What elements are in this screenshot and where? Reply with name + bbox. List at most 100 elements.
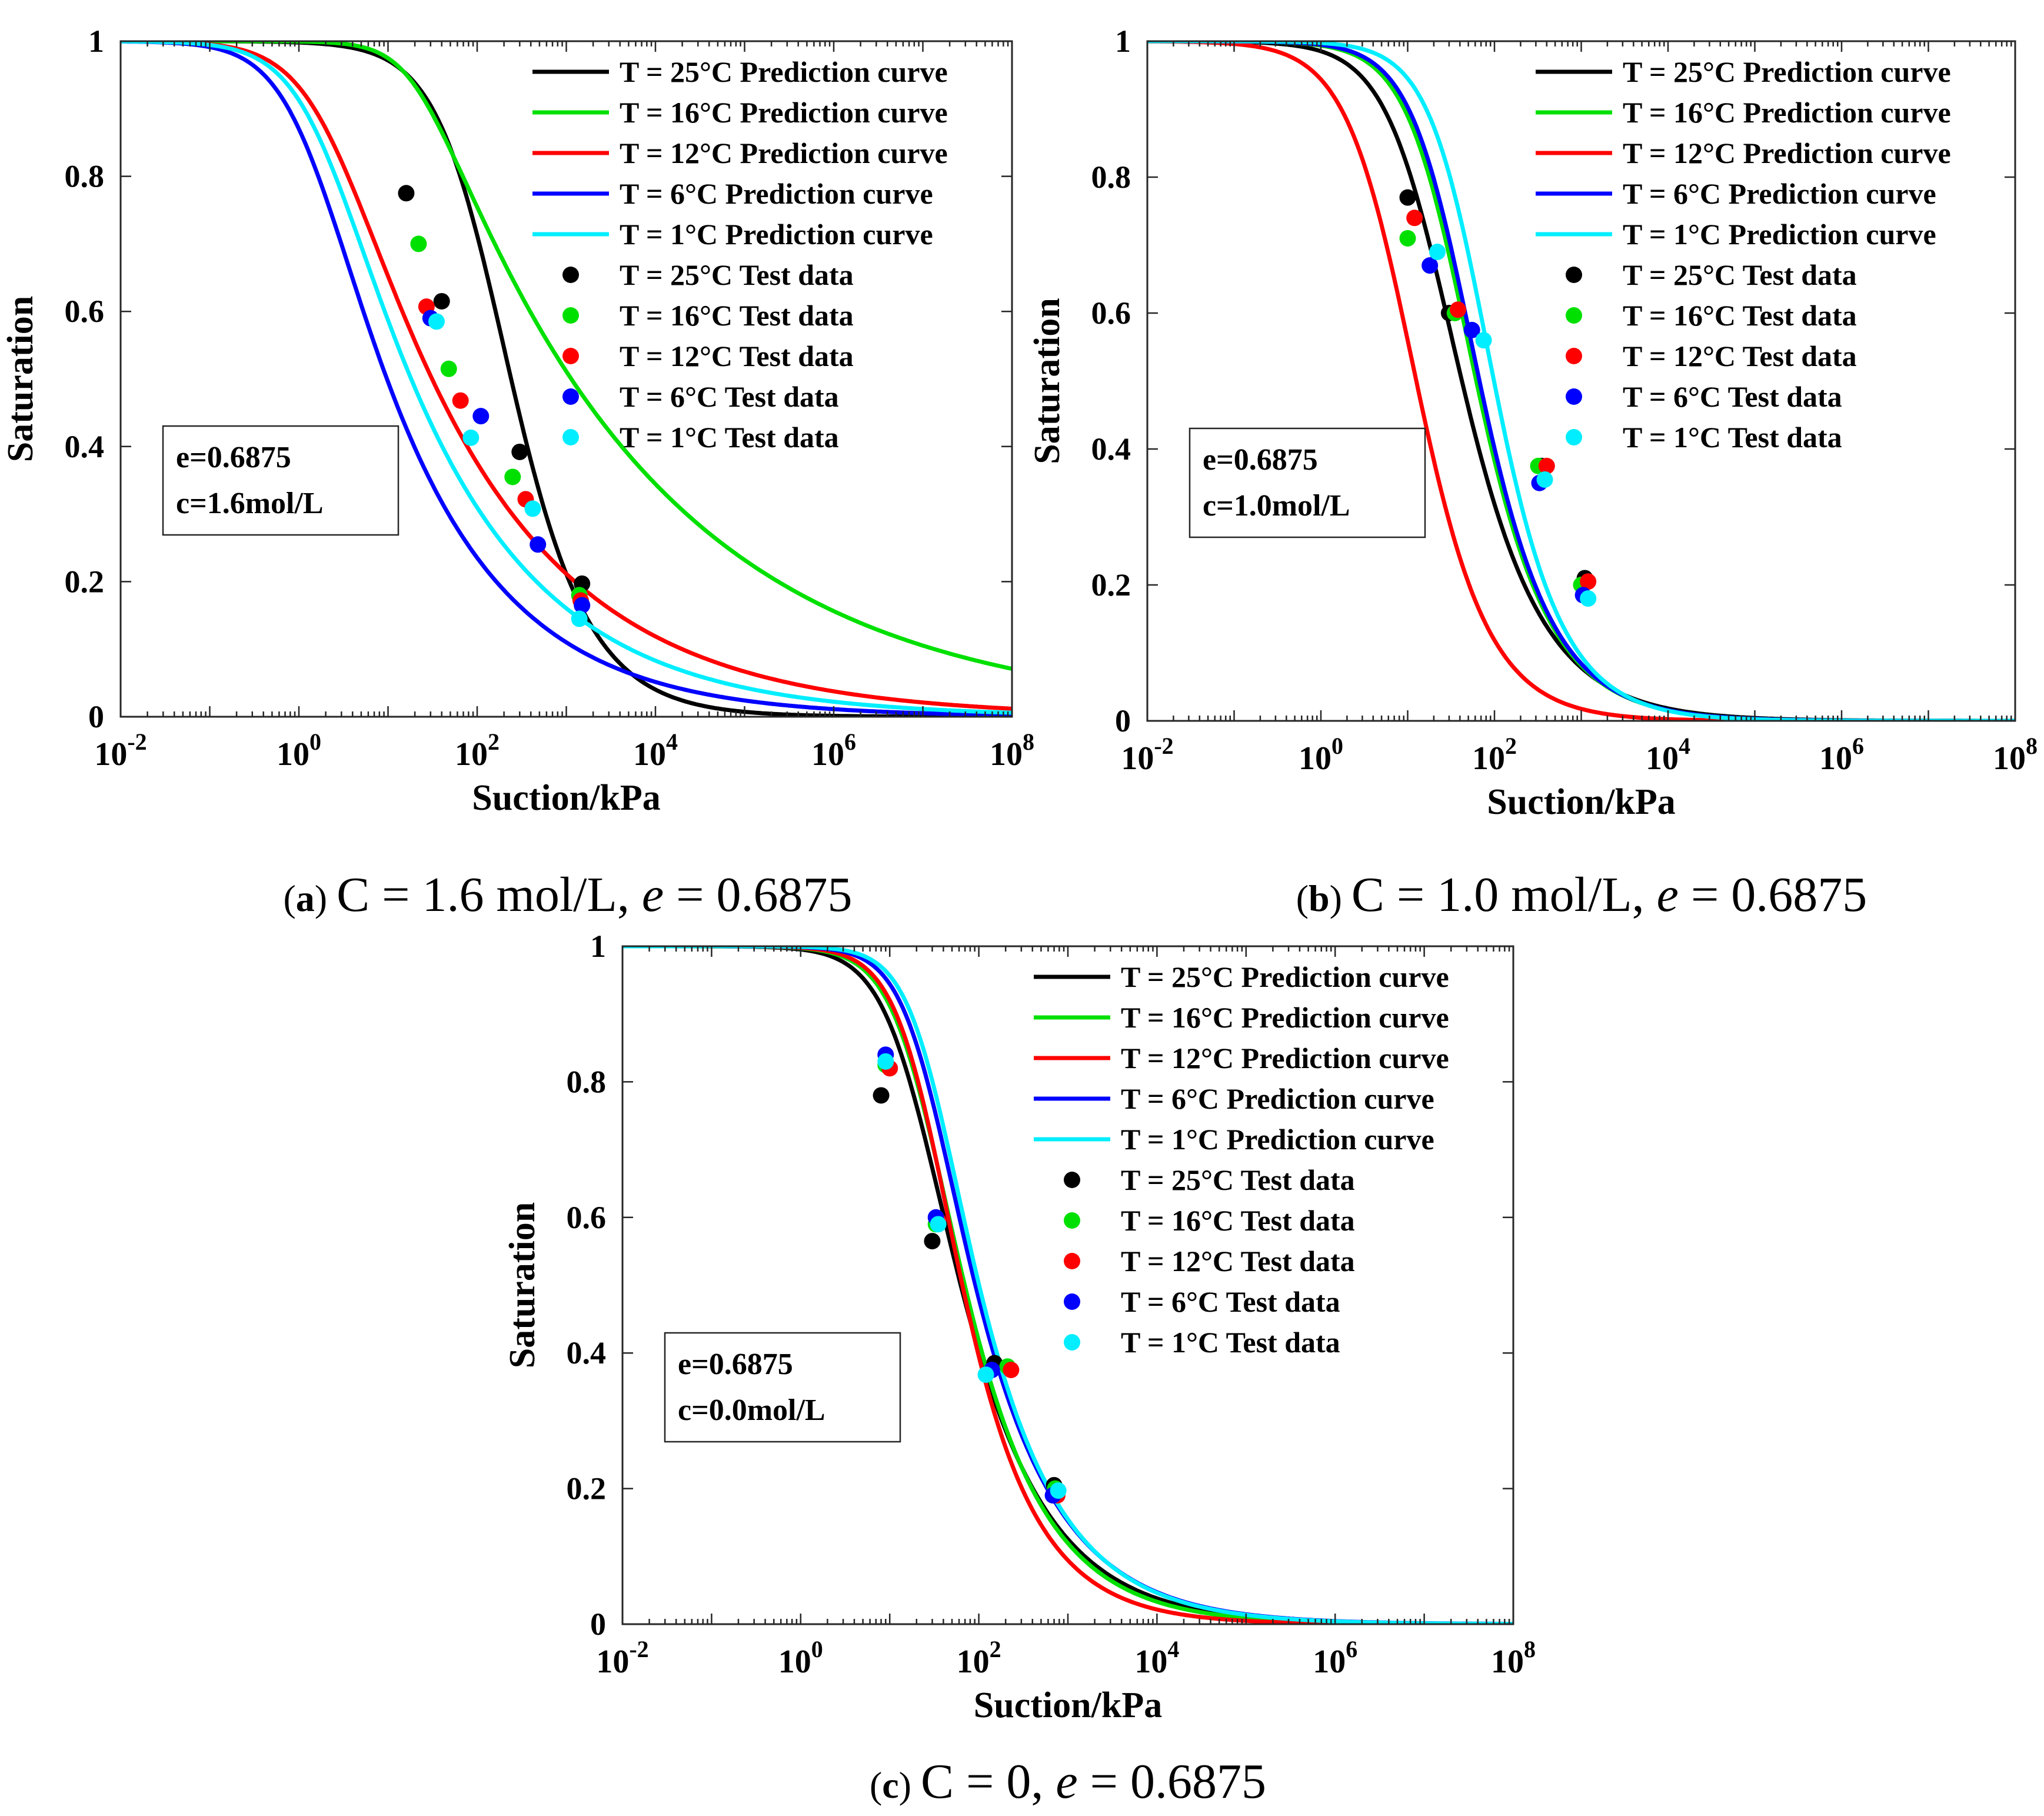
y-axis-title: Saturation — [502, 1202, 542, 1368]
y-tick-label: 0.6 — [65, 294, 105, 329]
legend: T = 25°C Prediction curve T = 16°C Predic… — [532, 55, 948, 454]
data-point-2-2 — [1003, 1362, 1020, 1378]
legend-label: T = 6°C Prediction curve — [1623, 177, 1936, 210]
legend-label: T = 6°C Prediction curve — [620, 177, 933, 210]
legend-marker-swatch — [1064, 1293, 1080, 1310]
data-point-0-0 — [873, 1087, 890, 1104]
legend-label: T = 16°C Test data — [1623, 299, 1857, 332]
y-tick-label: 1 — [88, 24, 104, 59]
y-tick-label: 0.2 — [65, 564, 105, 599]
legend-marker-swatch — [1064, 1334, 1080, 1351]
legend-label: T = 25°C Prediction curve — [620, 55, 948, 88]
legend: T = 25°C Prediction curve T = 16°C Predic… — [1034, 960, 1449, 1359]
data-point-3-1 — [1463, 321, 1480, 338]
data-point-2-3 — [1580, 573, 1597, 590]
panel-caption: (b) C = 1.0 mol/L, e = 0.6875 — [1296, 867, 1867, 922]
y-tick-label: 0.6 — [567, 1200, 607, 1235]
chart-panel-a: 10-2 100 102 104 106 108 0 0.2 0.4 0.6 0.8 1 Suction… — [1, 24, 1034, 922]
x-tick-label: 108 — [1491, 1636, 1536, 1680]
legend-marker-swatch — [1566, 388, 1582, 405]
x-tick-label: 100 — [277, 729, 321, 773]
data-point-1-0 — [410, 235, 427, 252]
y-tick-label: 0.8 — [65, 159, 105, 194]
x-axis-title: Suction/kPa — [974, 1685, 1162, 1725]
parameter-annotation: e=0.6875 c=1.0mol/L — [1189, 427, 1426, 538]
x-tick-label: 108 — [990, 729, 1034, 773]
data-point-0-2 — [511, 443, 528, 460]
y-axis-title: Saturation — [1027, 298, 1067, 464]
x-tick-label: 102 — [455, 729, 500, 773]
annotation-box — [162, 425, 400, 536]
data-point-3-2 — [530, 536, 547, 553]
series-line-2 — [121, 41, 1012, 711]
data-point-3-1 — [472, 408, 490, 425]
panel-caption: (c) C = 0, e = 0.6875 — [870, 1754, 1266, 1809]
annotation-box — [1189, 427, 1426, 538]
legend-marker-swatch — [562, 307, 579, 324]
x-axis-title: Suction/kPa — [472, 778, 660, 818]
legend-marker-swatch — [1064, 1172, 1080, 1188]
legend-label: T = 12°C Test data — [1623, 340, 1857, 372]
legend: T = 25°C Prediction curve T = 16°C Predic… — [1536, 55, 1951, 454]
data-point-4-1 — [1475, 332, 1492, 349]
x-tick-label: 104 — [633, 729, 678, 773]
legend-marker-swatch — [562, 348, 579, 364]
x-tick-label: 102 — [1472, 733, 1517, 777]
y-tick-label: 0 — [88, 699, 104, 734]
y-tick-label: 1 — [1115, 24, 1131, 59]
y-tick-label: 0 — [590, 1607, 606, 1642]
y-axis-title: Saturation — [1, 296, 41, 462]
y-tick-label: 0.4 — [65, 429, 105, 464]
panel-caption: (a) C = 1.6 mol/L, e = 0.6875 — [283, 867, 852, 922]
test-data-points — [873, 1046, 1067, 1504]
legend-label: T = 16°C Prediction curve — [1121, 1001, 1449, 1034]
legend-label: T = 16°C Test data — [620, 299, 854, 332]
legend-label: T = 1°C Prediction curve — [620, 218, 933, 251]
x-tick-label: 104 — [1646, 733, 1690, 777]
x-tick-label: 106 — [1313, 1636, 1357, 1680]
x-tick-label: 10-2 — [596, 1636, 648, 1680]
legend-label: T = 12°C Test data — [1121, 1245, 1355, 1278]
legend-label: T = 25°C Prediction curve — [1121, 960, 1449, 993]
y-tick-label: 0.2 — [1091, 567, 1131, 603]
x-ticks — [119, 41, 1013, 717]
y-tick-label: 0.6 — [1091, 295, 1131, 331]
annotation-line: e=0.6875 — [176, 441, 291, 474]
x-tick-label: 100 — [778, 1636, 823, 1680]
y-tick-label: 1 — [590, 929, 606, 964]
series-line-3 — [121, 41, 1012, 717]
data-point-4-0 — [428, 313, 445, 330]
data-point-2-0 — [1406, 209, 1423, 227]
data-point-1-2 — [504, 468, 521, 485]
data-point-0-1 — [924, 1233, 941, 1250]
data-point-4-2 — [1536, 471, 1553, 488]
x-axis-title: Suction/kPa — [1487, 782, 1675, 822]
legend-label: T = 1°C Test data — [1121, 1326, 1340, 1359]
legend-marker-swatch — [1566, 267, 1582, 283]
data-point-4-0 — [877, 1053, 894, 1070]
annotation-line: c=0.0mol/L — [678, 1393, 825, 1427]
legend-marker-swatch — [562, 388, 579, 405]
y-tick-label: 0.8 — [1091, 159, 1131, 195]
x-tick-label: 100 — [1299, 733, 1343, 777]
series-line-2 — [1147, 41, 2015, 721]
data-point-3-0 — [1422, 257, 1439, 274]
legend-label: T = 6°C Test data — [620, 380, 839, 413]
y-tick-label: 0.2 — [567, 1471, 607, 1506]
data-point-4-0 — [1429, 244, 1446, 261]
data-point-2-1 — [1450, 301, 1467, 318]
legend-label: T = 1°C Prediction curve — [1121, 1123, 1434, 1156]
data-point-2-1 — [452, 392, 469, 409]
parameter-annotation: e=0.6875 c=1.6mol/L — [162, 425, 400, 536]
annotation-line: e=0.6875 — [678, 1348, 793, 1381]
data-point-4-2 — [977, 1366, 994, 1383]
data-point-4-2 — [524, 500, 541, 517]
x-ticks — [1146, 41, 2016, 721]
annotation-line: c=1.6mol/L — [176, 487, 324, 520]
legend-marker-swatch — [1566, 307, 1582, 324]
data-point-4-3 — [571, 610, 588, 627]
legend-label: T = 6°C Prediction curve — [1121, 1082, 1434, 1115]
y-tick-label: 0.8 — [567, 1064, 607, 1099]
data-point-4-3 — [1580, 590, 1597, 607]
